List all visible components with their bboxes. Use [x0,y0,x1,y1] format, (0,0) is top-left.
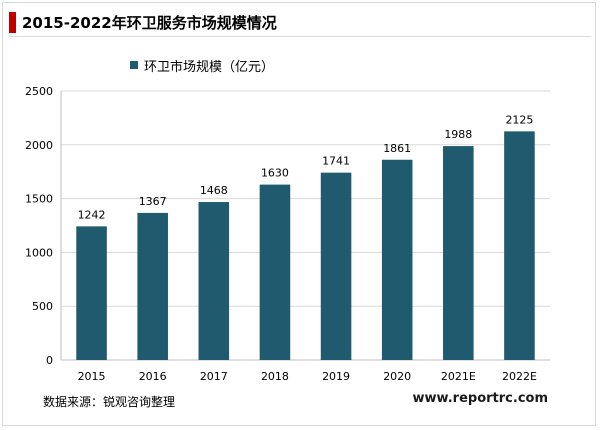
data-label: 1741 [322,155,350,168]
y-tick-label: 500 [32,300,53,313]
data-label: 1630 [261,167,289,180]
website-url: www.reportrc.com [412,391,548,406]
x-tick-label: 2015 [78,370,106,383]
y-tick-label: 2500 [25,85,53,98]
chart-legend: 环卫市场规模（亿元） [130,55,274,75]
bar [259,184,291,360]
title-accent-bar [9,12,16,33]
page-title: 2015-2022年环卫服务市场规模情况 [22,14,277,32]
x-tick-label: 2016 [139,370,167,383]
legend-swatch [130,61,138,69]
bar [504,131,535,360]
title-divider [9,36,591,37]
x-tick-label: 2018 [261,370,289,383]
data-label: 1468 [200,184,228,197]
x-tick-label: 2020 [383,370,411,383]
x-tick-label: 2017 [200,370,228,383]
data-label: 1988 [444,128,472,141]
bar [381,159,413,360]
bar [320,172,352,360]
data-source-note: 数据来源：锐观咨询整理 [43,395,176,409]
title-bar: 2015-2022年环卫服务市场规模情况 [9,10,591,37]
data-label: 1242 [78,208,106,221]
bar [443,146,474,360]
x-tick-label: 2021E [441,370,476,383]
data-label: 1367 [139,195,167,208]
y-tick-label: 0 [46,354,53,367]
bar [198,202,230,360]
legend-label: 环卫市场规模（亿元） [144,59,275,75]
bar [137,212,168,360]
data-label: 2125 [505,113,533,126]
y-tick-label: 2000 [25,139,53,152]
chart-frame [2,2,596,426]
x-tick-label: 2022E [502,370,537,383]
y-tick-label: 1500 [25,193,53,206]
bar [76,226,107,360]
data-label: 1861 [383,142,411,155]
x-tick-label: 2019 [322,370,350,383]
y-tick-label: 1000 [25,246,53,259]
